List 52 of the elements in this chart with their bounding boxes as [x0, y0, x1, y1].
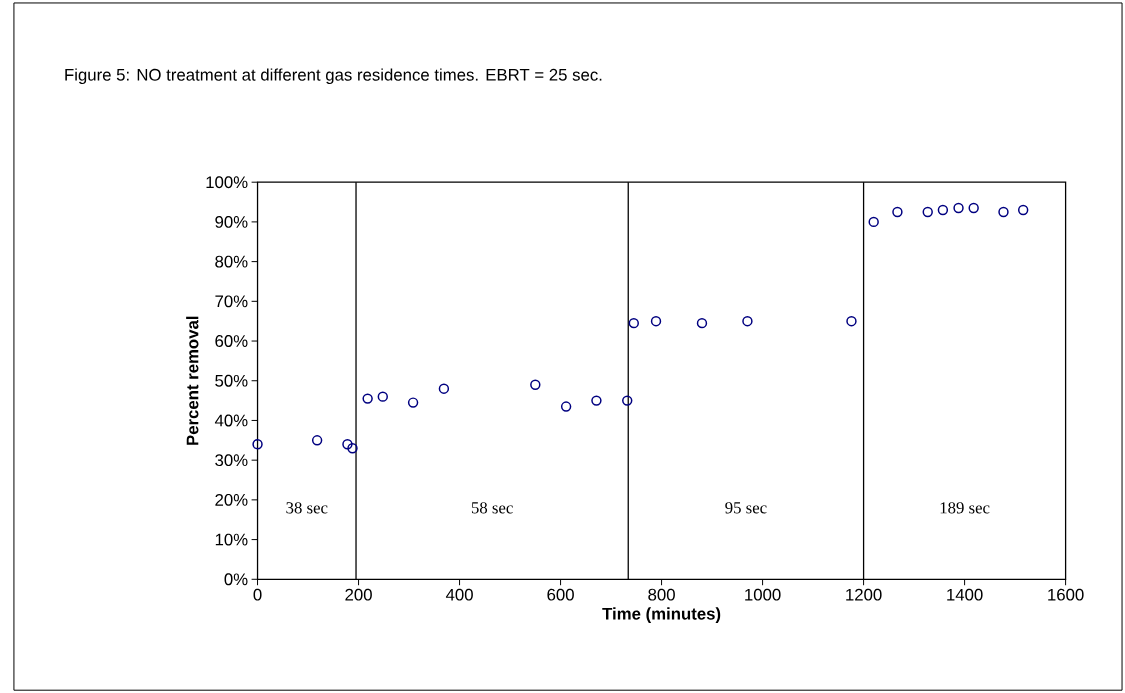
point — [937, 204, 949, 216]
point — [438, 383, 450, 394]
point — [953, 202, 964, 214]
annotation: 58 sec — [471, 502, 513, 514]
y-tick-label: 80% — [215, 255, 248, 268]
point — [922, 206, 933, 218]
point — [742, 315, 753, 327]
point — [868, 216, 879, 228]
x-axis-title: Time (minutes) — [602, 607, 721, 623]
point — [362, 393, 373, 404]
y-tick-label: 50% — [215, 374, 248, 387]
annotation: 189 sec — [940, 502, 990, 514]
point — [650, 315, 662, 327]
x-tick-label: 800 — [648, 588, 675, 601]
point — [696, 317, 708, 329]
point — [622, 395, 633, 406]
y-tick-label: 40% — [214, 414, 248, 427]
x-tick-label: 1400 — [947, 588, 983, 601]
y-tick-label: 10% — [215, 533, 248, 546]
x-tick-label: 0 — [253, 588, 262, 601]
x-tick-label: 1200 — [846, 588, 882, 601]
annotation: 95 sec — [725, 502, 767, 514]
point — [560, 401, 572, 412]
x-tick-label: 200 — [345, 588, 372, 601]
point — [968, 202, 979, 214]
point — [311, 435, 323, 446]
point — [407, 397, 419, 408]
y-tick-label: 60% — [215, 335, 248, 347]
y-tick-label: 100% — [206, 176, 248, 189]
point — [998, 206, 1009, 218]
point — [347, 442, 358, 454]
point — [628, 317, 639, 329]
point — [377, 391, 388, 402]
point — [591, 395, 602, 406]
y-tick-label: 70% — [215, 295, 248, 308]
point — [892, 206, 903, 218]
x-tick-label: 600 — [547, 588, 574, 601]
point — [530, 379, 541, 390]
y-tick-label: 20% — [215, 493, 248, 506]
x-tick-label: 400 — [445, 588, 473, 601]
y-axis-title: Percent removal — [186, 316, 199, 445]
x-tick-label: 1000 — [745, 588, 781, 601]
point — [342, 438, 353, 450]
y-tick-label: 0% — [224, 573, 248, 586]
y-tick-label: 90% — [215, 215, 248, 228]
annotation: 38 sec — [286, 502, 328, 514]
x-tick-label: 1600 — [1048, 588, 1084, 601]
point — [1017, 204, 1029, 216]
chart-title: Figure 5: NO treatment at different gas residence times. EBRT = 25 sec. — [65, 68, 602, 84]
point — [252, 438, 263, 450]
y-tick-label: 30% — [215, 454, 248, 467]
point — [846, 315, 857, 327]
